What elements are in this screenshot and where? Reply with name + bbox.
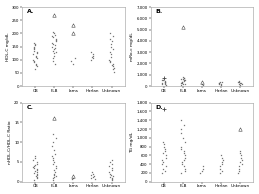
Text: D.: D. — [156, 105, 163, 110]
Y-axis label: TG mg/dL: TG mg/dL — [130, 132, 134, 153]
Text: B.: B. — [156, 10, 163, 14]
Y-axis label: HDL-C mg/dL: HDL-C mg/dL — [5, 32, 10, 61]
Y-axis label: mRo-c mg/dL: mRo-c mg/dL — [130, 32, 134, 61]
Y-axis label: nHDL-C/HDL-C Ratio: nHDL-C/HDL-C Ratio — [8, 120, 12, 164]
Text: C.: C. — [27, 105, 34, 110]
Text: A.: A. — [27, 10, 34, 14]
